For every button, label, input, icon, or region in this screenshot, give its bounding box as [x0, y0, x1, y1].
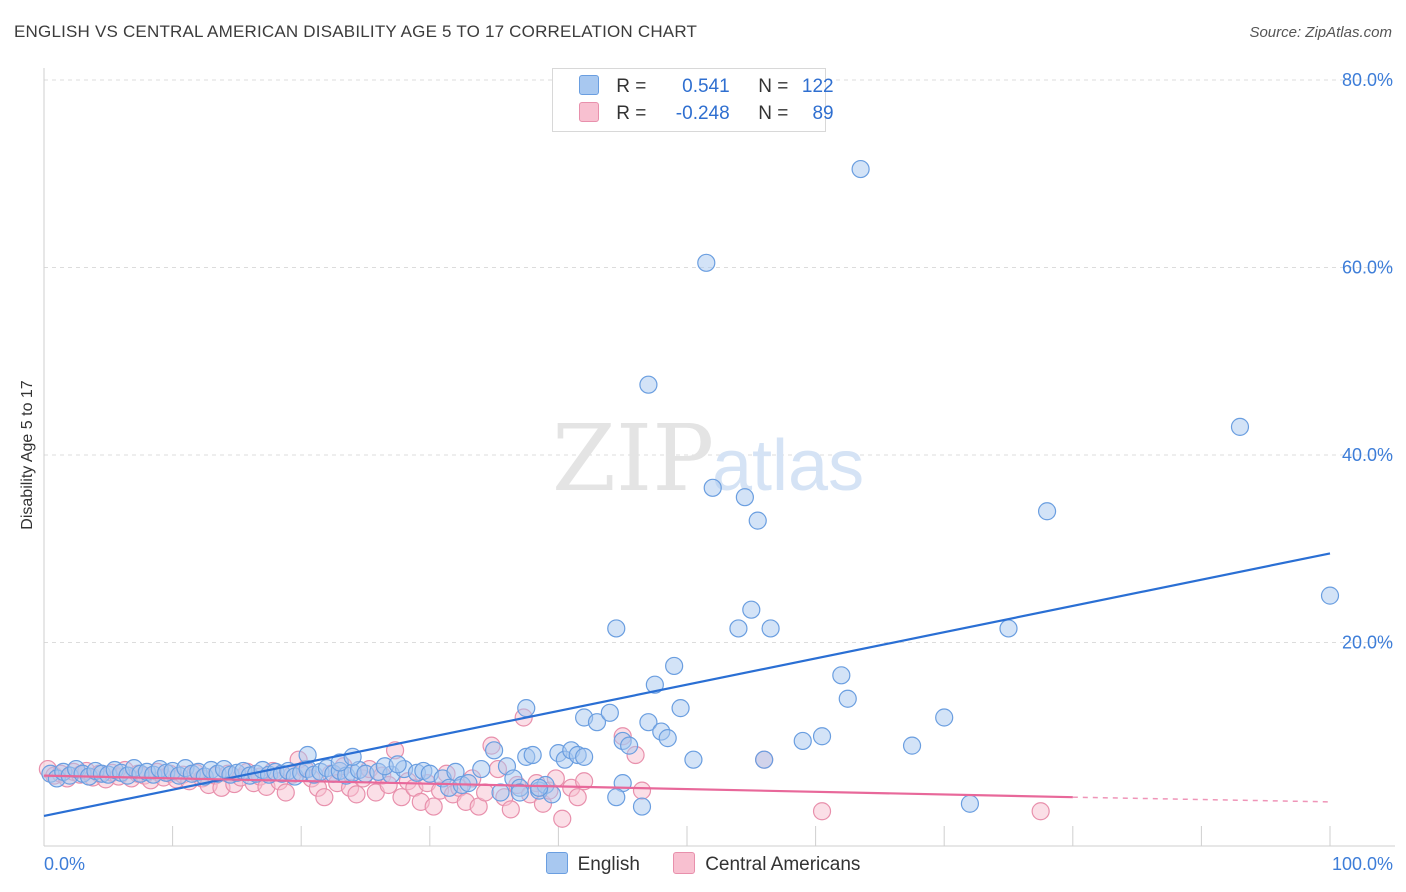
point-english [607, 619, 626, 638]
point-english [665, 656, 684, 676]
y-tick-label: 40.0% [1342, 445, 1393, 465]
point-english [607, 788, 626, 807]
legend-r-value: -0.248 [675, 103, 730, 124]
point-english [761, 619, 780, 638]
point-english [838, 689, 857, 708]
chart-title: ENGLISH VS CENTRAL AMERICAN DISABILITY A… [14, 22, 698, 41]
point-central-americans [812, 802, 832, 821]
legend-n-label: N = [758, 103, 789, 124]
point-english [735, 488, 754, 507]
legend-swatch-english [579, 75, 599, 95]
point-english [491, 783, 510, 802]
point-english [620, 736, 639, 755]
point-english [388, 755, 407, 774]
point-english [697, 253, 716, 272]
point-central-americans [424, 797, 443, 816]
point-central-americans [632, 781, 652, 800]
point-english [510, 783, 529, 802]
point-english [703, 478, 722, 497]
point-english [684, 750, 703, 769]
point-english [485, 741, 504, 760]
point-english [1037, 502, 1057, 521]
legend-swatch-central-americans [579, 102, 599, 122]
point-english [729, 619, 748, 638]
trend-line-english [43, 552, 1331, 818]
watermark-atlas: atlas [712, 426, 864, 506]
x-tick-label: 0.0% [44, 854, 85, 874]
point-english [517, 699, 536, 718]
legend-n-value: 89 [812, 103, 834, 124]
legend-r-label: R = [616, 103, 647, 124]
trend-line-central-americans-extension [1072, 796, 1331, 803]
point-english [658, 729, 677, 748]
point-english [851, 159, 870, 179]
point-english [600, 703, 619, 722]
series-legend: English Central Americans [0, 852, 1406, 876]
x-tick-label: 100.0% [1332, 854, 1393, 874]
trend-lines [43, 552, 1331, 818]
point-english [832, 666, 851, 685]
point-english [755, 750, 774, 769]
point-central-americans [568, 788, 587, 807]
legend-row-central-americans: R = -0.248 N = 89 [579, 102, 834, 125]
point-english [459, 774, 478, 793]
point-english [793, 731, 812, 751]
legend-label-english: English [577, 854, 640, 875]
point-english [523, 745, 542, 765]
tick-labels: 20.0% 40.0% 60.0% 80.0% 0.0% 100.0% [44, 70, 1393, 874]
point-english [298, 745, 317, 765]
point-english [1320, 586, 1340, 605]
trend-line-central-americans [43, 774, 1073, 799]
gridlines [44, 79, 1395, 643]
stats-legend: R = 0.541 N = 122 R = -0.248 N = 89 [552, 68, 834, 132]
point-central-americans [501, 800, 520, 819]
point-english [1230, 417, 1250, 436]
legend-n-label: N = [758, 76, 789, 97]
point-english [472, 759, 491, 779]
point-english [639, 375, 658, 394]
point-english [742, 600, 761, 619]
source-label: Source: ZipAtlas.com [1249, 24, 1392, 41]
watermark-zip: ZIP [552, 405, 714, 512]
point-english [960, 794, 980, 813]
point-english [671, 699, 690, 718]
point-english [902, 736, 922, 755]
point-english [587, 713, 607, 732]
y-tick-label: 60.0% [1342, 258, 1393, 278]
legend-row-english: R = 0.541 N = 122 [579, 75, 834, 98]
legend-swatch-english [545, 852, 568, 874]
point-english [575, 747, 594, 766]
legend-n-value: 122 [801, 76, 834, 97]
legend-item-central-americans[interactable]: Central Americans [673, 852, 860, 876]
point-english [935, 708, 954, 727]
point-english [530, 778, 549, 797]
point-central-americans [315, 788, 334, 807]
point-central-americans [347, 785, 366, 804]
point-english [645, 675, 664, 694]
y-tick-label: 20.0% [1342, 633, 1393, 653]
point-english [639, 713, 658, 732]
point-central-americans [553, 809, 572, 828]
point-central-americans [575, 772, 594, 791]
point-central-americans [276, 783, 295, 802]
axes [43, 68, 1395, 847]
legend-r-value: 0.541 [682, 76, 730, 97]
legend-r-label: R = [616, 76, 647, 97]
legend-item-english[interactable]: English [545, 852, 640, 876]
legend-swatch-central-americans [673, 852, 696, 874]
point-english [748, 511, 767, 530]
y-tick-label: 80.0% [1342, 70, 1393, 90]
point-central-americans [475, 783, 495, 802]
point-central-americans [392, 788, 411, 807]
watermark: ZIP atlas [552, 405, 864, 512]
legend-label-central-americans: Central Americans [705, 854, 861, 875]
point-english [812, 727, 832, 746]
point-english [632, 797, 652, 816]
point-central-americans [1031, 802, 1050, 821]
point-english [999, 619, 1018, 638]
